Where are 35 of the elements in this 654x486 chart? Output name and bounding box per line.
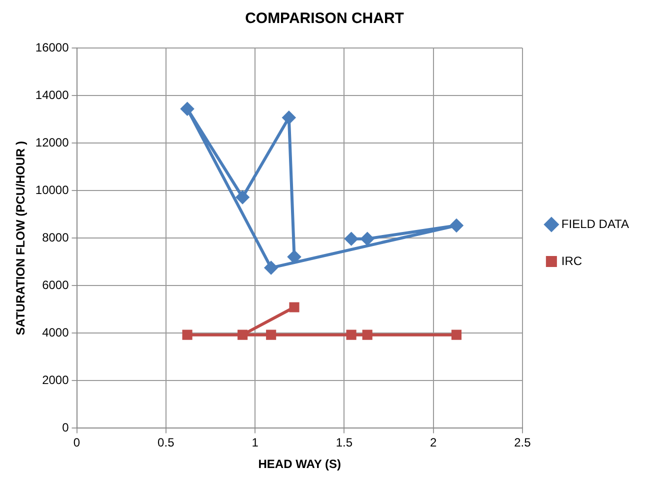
x-axis-title: HEAD WAY (S) — [258, 457, 341, 472]
legend-label: FIELD DATA — [561, 216, 630, 231]
x-tick-label: 1.5 — [336, 436, 353, 450]
y-tick-label: 0 — [62, 420, 70, 435]
y-tick-label: 14000 — [35, 88, 70, 102]
x-tick-label: 1 — [252, 436, 259, 450]
x-tick-label: 2.5 — [514, 436, 532, 450]
point — [451, 330, 462, 340]
point — [266, 330, 276, 340]
point — [360, 232, 374, 246]
x-tick-label: 2 — [430, 436, 437, 450]
y-tick-label: 10000 — [35, 182, 70, 197]
point — [182, 330, 192, 340]
y-axis-title: SATURATION FLOW (PCU/HOUR ) — [14, 141, 28, 336]
point — [264, 261, 278, 274]
point — [346, 330, 356, 340]
y-tick-label: 16000 — [35, 40, 70, 54]
point — [180, 102, 194, 116]
y-tick-label: 12000 — [35, 135, 70, 150]
point — [289, 302, 300, 312]
y-tick-label: 2000 — [42, 372, 70, 387]
y-tick-label: 8000 — [42, 230, 70, 244]
point — [236, 190, 250, 204]
point — [288, 250, 301, 264]
legend-label: IRC — [561, 254, 582, 268]
point — [450, 219, 463, 232]
y-tick-label: 4000 — [42, 325, 70, 340]
point — [344, 232, 358, 246]
point — [362, 330, 372, 340]
point — [238, 330, 248, 340]
y-tick-label: 6000 — [42, 278, 70, 292]
chart-title: COMPARISON CHART — [245, 10, 404, 28]
point — [282, 111, 296, 124]
x-tick-label: 0.5 — [158, 436, 175, 450]
x-tick-label: 0 — [73, 436, 80, 450]
